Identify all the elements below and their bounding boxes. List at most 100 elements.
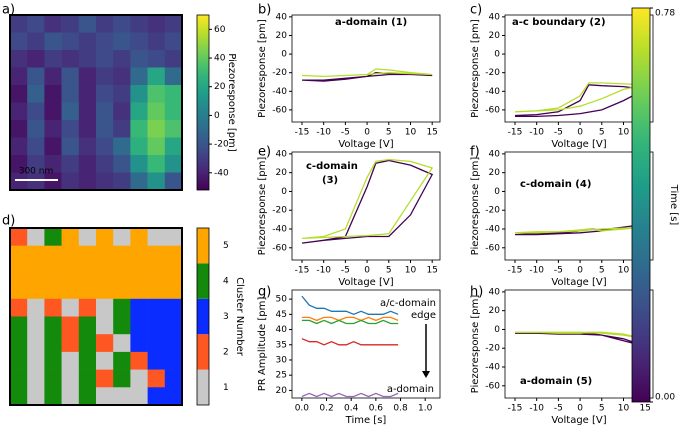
series-line [301, 68, 433, 78]
map-cell [96, 351, 114, 370]
map-cell [164, 67, 183, 86]
map-cell [164, 263, 183, 282]
map-cell [96, 172, 114, 191]
plot-frame [504, 289, 654, 399]
x-tick-label: 5 [599, 404, 605, 414]
map-cell [27, 334, 45, 353]
map-cell [61, 351, 80, 370]
y-tick-label: 20 [276, 386, 288, 396]
map-cell [61, 369, 80, 388]
map-cell [44, 85, 62, 103]
map-cell [10, 245, 28, 264]
map-cell [113, 387, 131, 406]
map-cell [44, 228, 62, 246]
colorbar-label: 20 [214, 82, 226, 92]
y-axis-label: Piezoresponse [pm] [470, 19, 481, 118]
map-cell [147, 369, 166, 388]
map-cell [147, 351, 166, 370]
map-cell [96, 334, 114, 353]
map-cell [44, 298, 62, 317]
y-tick-label: 45 [276, 310, 287, 320]
map-cell [96, 85, 114, 103]
map-cell [61, 50, 80, 68]
map-cell [130, 316, 148, 335]
map-cell [27, 155, 45, 173]
map-cell [164, 85, 183, 103]
map-cell [78, 298, 97, 317]
map-cell [44, 50, 62, 68]
colorbar [631, 7, 651, 403]
panel-label: e) [258, 145, 271, 160]
plot-frame [291, 289, 441, 399]
map-cell [130, 137, 148, 156]
map-cell [164, 102, 183, 121]
map-cell [27, 263, 45, 282]
plot-frame [291, 151, 441, 261]
x-tick-label: 10 [405, 266, 417, 276]
map-cell [130, 334, 148, 353]
colorbar-label: 5 [223, 241, 229, 251]
map-cell [113, 351, 131, 370]
x-axis-label: Voltage [V] [338, 139, 393, 150]
map-frame [9, 14, 183, 191]
y-tick-label: 20 [489, 306, 501, 316]
panel-label: b) [258, 3, 271, 18]
map-cell [113, 102, 131, 121]
map-cell [130, 263, 148, 282]
annotation: c-domain (4) [520, 179, 591, 190]
map-cell [113, 263, 131, 282]
colorbar-label: 4 [223, 277, 229, 287]
x-tick-label: 0 [577, 266, 583, 276]
map-cell [78, 102, 97, 121]
y-tick-label: -60 [272, 243, 287, 253]
y-tick-label: 20 [489, 168, 501, 178]
map-cell [78, 369, 97, 388]
y-tick-label: 0 [281, 187, 287, 197]
x-tick-label: 5 [386, 266, 392, 276]
map-cell [164, 32, 183, 51]
map-cell [61, 316, 80, 335]
annotation: a-c boundary (2) [512, 17, 606, 28]
map-cell [130, 67, 148, 86]
annotation: a-domain (5) [520, 376, 592, 387]
map-cell [61, 263, 80, 282]
y-tick-label: 25 [276, 371, 287, 381]
x-tick-label: -10 [316, 128, 331, 138]
y-tick-label: -20 [485, 206, 500, 216]
map-cell [78, 155, 97, 173]
panel-label: d) [2, 214, 15, 229]
y-tick-label: 0 [494, 325, 500, 335]
x-tick-label: 10 [618, 128, 630, 138]
map-cell [96, 155, 114, 173]
y-tick-label: -20 [485, 344, 500, 354]
map-cell [113, 228, 131, 246]
y-tick-label: 40 [489, 287, 501, 297]
x-tick-label: -15 [295, 128, 310, 138]
x-tick-label: 10 [618, 266, 630, 276]
map-cell [10, 155, 28, 173]
map-cell [130, 172, 148, 191]
map-cell [61, 334, 80, 353]
map-cell [164, 50, 183, 68]
x-tick-label: 15 [426, 266, 437, 276]
y-tick-label: 30 [276, 355, 288, 365]
map-cell [147, 263, 166, 282]
colorbar [197, 15, 209, 190]
map-cell [27, 15, 45, 33]
y-axis-label: Piezoresponse [pm] [470, 295, 481, 394]
map-cell [10, 228, 28, 246]
map-cell [61, 102, 80, 121]
map-cell [113, 15, 131, 33]
plot-frame [504, 151, 654, 261]
y-tick-label: -40 [485, 363, 500, 373]
map-cell [27, 228, 45, 246]
map-cell [147, 316, 166, 335]
map-cell [27, 298, 45, 317]
x-tick-label: -10 [529, 404, 544, 414]
map-cell [27, 369, 45, 388]
map-cell [44, 15, 62, 33]
map-cell [27, 137, 45, 156]
map-cell [147, 15, 166, 33]
map-cell [164, 137, 183, 156]
